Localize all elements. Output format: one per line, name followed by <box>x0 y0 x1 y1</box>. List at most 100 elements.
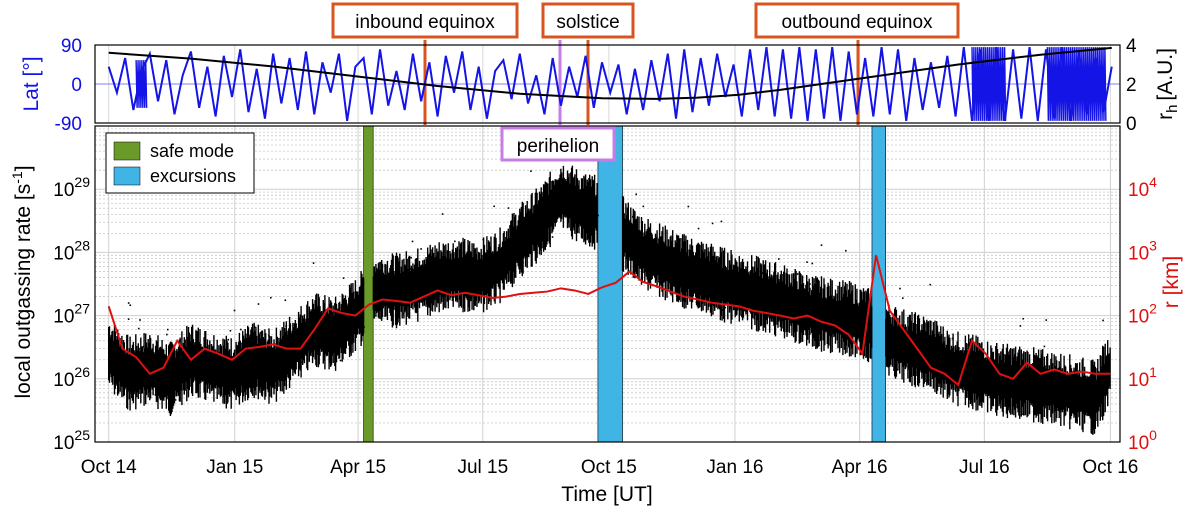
outlier-dot-138 <box>284 299 287 302</box>
outlier-dot-109 <box>339 359 342 362</box>
outlier-dot-60 <box>239 360 242 363</box>
outlier-dot-104 <box>319 311 322 314</box>
outlier-dot-145 <box>411 240 414 243</box>
main-left-tick-0: 1025 <box>53 427 90 454</box>
legend-label-excursions: excursions <box>150 166 236 186</box>
outlier-dot-74 <box>226 343 228 345</box>
outlier-dot-140 <box>901 297 904 299</box>
outlier-dot-101 <box>127 302 130 304</box>
main-left-tick-2: 1027 <box>53 301 90 328</box>
outlier-dot-1 <box>690 288 693 291</box>
main-x-ticks: Oct 14 Jan 15 Apr 15 Jul 15 Oct 15 Jan 16 Apr … <box>81 457 1139 478</box>
outlier-dot-27 <box>990 377 993 379</box>
outlier-dot-124 <box>1045 319 1048 321</box>
outlier-dot-19 <box>899 287 901 290</box>
outlier-dot-100 <box>560 186 563 189</box>
outlier-dot-110 <box>742 296 744 298</box>
outlier-dot-88 <box>260 331 262 334</box>
main-left-tick-exp-2: 27 <box>74 301 90 317</box>
outlier-dot-79 <box>486 249 489 252</box>
outlier-dot-105 <box>253 326 256 328</box>
outlier-dot-96 <box>240 328 242 331</box>
latitude-series-line <box>107 47 1113 121</box>
outlier-dot-91 <box>166 333 168 336</box>
outlier-dot-41 <box>558 188 561 190</box>
top-left-tick-90: 90 <box>61 36 82 57</box>
outlier-dot-62 <box>452 265 455 268</box>
main-right-tick-exp-1: 1 <box>1149 364 1157 380</box>
main-left-tick-base-4: 10 <box>53 180 74 201</box>
main-left-axis-label: local outgassing rate [s-1] <box>9 165 35 398</box>
outlier-dot-17 <box>551 236 554 238</box>
outlier-dot-51 <box>916 366 919 368</box>
outlier-dot-82 <box>754 288 757 291</box>
outlier-dot-121 <box>687 205 690 208</box>
outlier-dot-156 <box>142 345 145 348</box>
x-tick-label-5: Jan 16 <box>706 457 763 478</box>
main-left-tick-base-3: 10 <box>53 243 74 264</box>
main-right-tick-exp-0: 0 <box>1149 427 1157 443</box>
outlier-dot-29 <box>483 253 486 256</box>
outlier-dot-14 <box>1067 383 1070 386</box>
main-right-tick-0: 100 <box>1128 427 1157 454</box>
shaded-safe-mode-0 <box>363 125 374 443</box>
outlier-dot-80 <box>709 290 711 292</box>
r-series-line <box>107 255 1111 387</box>
main-right-tick-base-2: 10 <box>1128 307 1149 328</box>
outlier-dot-131 <box>1019 325 1022 327</box>
outlier-dot-92 <box>227 338 230 341</box>
outlier-dot-125 <box>506 268 508 271</box>
outlier-dot-42 <box>929 283 932 286</box>
outlier-dot-28 <box>174 399 177 401</box>
outlier-dot-93 <box>720 220 723 223</box>
x-tick-label-3: Jul 15 <box>457 457 508 478</box>
main-left-axis-label-main: local outgassing rate [s <box>12 184 35 399</box>
outlier-dot-20 <box>916 371 919 374</box>
top-right-axis-label: rh [A.U.] <box>1154 48 1181 120</box>
outlier-dot-137 <box>110 369 112 371</box>
outlier-dot-66 <box>697 227 700 230</box>
outlier-dot-90 <box>635 193 638 196</box>
outlier-dot-151 <box>845 249 847 252</box>
outlier-dot-33 <box>837 305 839 308</box>
outlier-dot-77 <box>806 261 808 263</box>
outlier-dot-9 <box>777 258 780 260</box>
outlier-dot-113 <box>137 327 140 330</box>
main-right-tick-base-0: 10 <box>1128 433 1149 454</box>
outlier-dot-56 <box>752 275 755 277</box>
outlier-dot-127 <box>809 283 811 285</box>
outlier-dot-146 <box>454 240 456 243</box>
outlier-dot-59 <box>632 214 635 216</box>
latitude-dense-band-2 <box>1046 47 1107 121</box>
top-panel: 90 0 -90 4 2 0 Lat [°] rh [A.U.] inbound … <box>20 2 1181 135</box>
outlier-dot-40 <box>459 260 461 263</box>
outlier-dot-130 <box>229 329 232 332</box>
outbound-equinox-box <box>754 2 960 39</box>
outlier-dot-6 <box>416 281 418 283</box>
latitude-dense-band-1 <box>971 47 1007 121</box>
latitude-dense-oscillations <box>135 47 1107 121</box>
x-tick-label-8: Oct 16 <box>1082 457 1138 478</box>
outlier-dot-64 <box>1102 319 1104 322</box>
outlier-dot-153 <box>1022 317 1024 320</box>
outlier-dot-47 <box>724 306 727 309</box>
outlier-dot-63 <box>679 265 681 268</box>
outlier-dot-97 <box>951 337 954 340</box>
x-tick-label-4: Oct 15 <box>581 457 637 478</box>
main-left-axis-label-sup: -1 <box>9 171 25 184</box>
outlier-dot-133 <box>642 205 645 208</box>
outgassing-band <box>108 165 1111 435</box>
outlier-dot-75 <box>1071 377 1074 379</box>
outlier-dot-46 <box>497 260 500 263</box>
main-right-tick-base-4: 10 <box>1128 180 1149 201</box>
outlier-dot-86 <box>820 244 823 246</box>
outlier-dot-89 <box>695 301 698 304</box>
outlier-dot-10 <box>546 218 548 221</box>
outlier-dot-12 <box>796 273 799 275</box>
main-right-tick-base-1: 10 <box>1128 370 1149 391</box>
outlier-dot-34 <box>334 331 336 333</box>
inbound-equinox-box <box>331 2 519 39</box>
outlier-dot-58 <box>232 375 235 378</box>
